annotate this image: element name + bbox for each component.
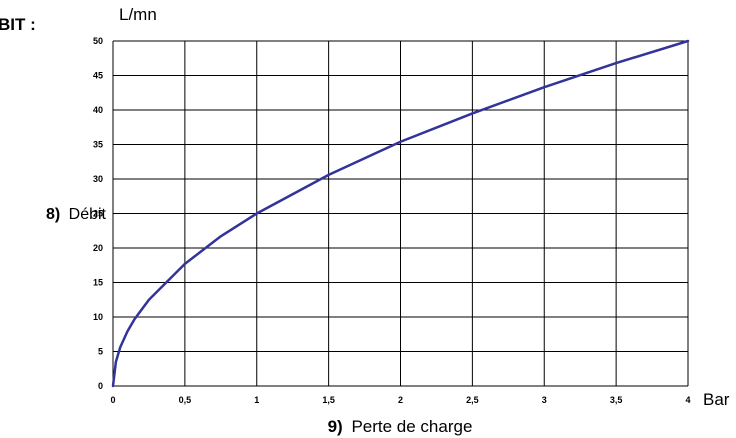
header-cut-label: BIT : [0, 15, 36, 34]
y-tick-label: 0 [98, 381, 103, 391]
y-tick-label: 10 [93, 312, 103, 322]
series-line [111, 39, 690, 388]
y-tick-label: 25 [93, 209, 103, 219]
chart-grid [112, 40, 689, 387]
y-axis-label-text: Débit [69, 206, 107, 223]
x-tick-label: 0 [110, 395, 115, 405]
y-tick-label: 20 [93, 243, 103, 253]
y-tick-label: 5 [98, 347, 103, 357]
x-tick-label: 3 [542, 395, 547, 405]
x-axis-label-number: 9) [328, 417, 343, 436]
x-tick-label: 2 [398, 395, 403, 405]
x-tick-label: 4 [685, 395, 690, 405]
y-axis-label-number: 8) [46, 206, 60, 223]
x-tick-label: 0,5 [179, 395, 192, 405]
y-tick-label: 15 [93, 278, 103, 288]
x-tick-label: 3,5 [610, 395, 623, 405]
x-tick-label: 1 [254, 395, 259, 405]
y-tick-label: 40 [93, 105, 103, 115]
y-tick-label: 30 [93, 174, 103, 184]
x-axis-label: 9) Perte de charge [328, 417, 473, 436]
x-unit-label: Bar [703, 390, 730, 409]
x-axis-label-text: Perte de charge [351, 417, 472, 436]
y-tick-label: 45 [93, 71, 103, 81]
y-unit-label: L/mn [119, 5, 157, 24]
y-tick-label: 35 [93, 140, 103, 150]
y-tick-label: 50 [93, 36, 103, 46]
series-layer [111, 39, 690, 388]
x-tick-label: 2,5 [466, 395, 479, 405]
y-axis-label: 8) Débit [46, 206, 107, 223]
x-tick-label: 1,5 [322, 395, 335, 405]
